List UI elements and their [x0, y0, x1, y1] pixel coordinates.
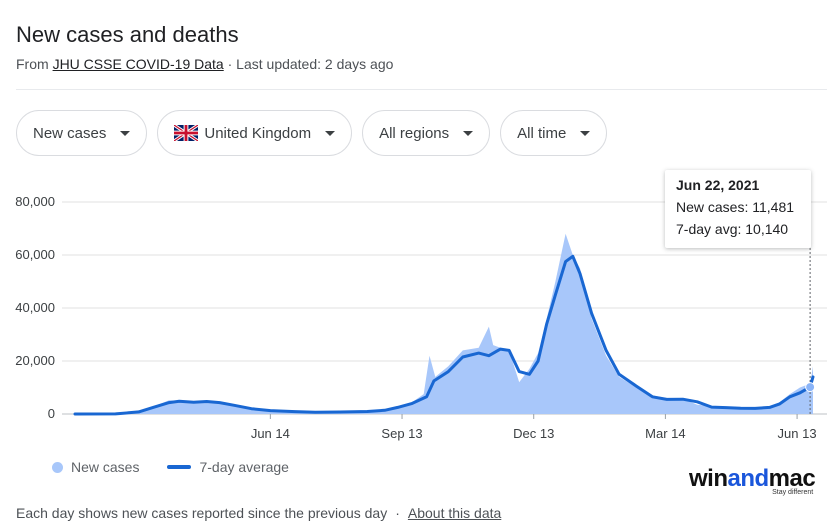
data-source-line: From JHU CSSE COVID-19 Data · Last updat…	[16, 56, 393, 72]
tooltip-avg: 7-day avg: 10,140	[676, 221, 789, 237]
watermark-pre: win	[689, 465, 728, 492]
watermark-tagline: Stay different	[772, 489, 814, 496]
watermark-mid: and	[727, 465, 770, 492]
watermark-logo: winandmac Stay different	[689, 465, 816, 496]
series-layer	[73, 233, 816, 416]
x-tick-label: Sep 13	[381, 426, 422, 441]
legend-dot-icon	[52, 461, 63, 473]
x-tick-label: Jun 13	[778, 426, 817, 441]
source-link[interactable]: JHU CSSE COVID-19 Data	[52, 56, 224, 72]
region-dropdown-label: All regions	[379, 124, 450, 142]
tooltip-date: Jun 22, 2021	[676, 177, 760, 193]
legend-new-cases: New cases	[71, 459, 140, 475]
chart-legend: New cases 7-day average	[52, 459, 289, 475]
legend-line-icon	[167, 465, 192, 469]
y-tick-label: 20,000	[15, 353, 55, 368]
cases-chart[interactable]: 0 20,000 40,000 60,000 80,000 Jun 14 Sep 13 Dec…	[0, 160, 827, 450]
source-prefix: From	[16, 56, 53, 72]
avg-line	[73, 254, 815, 416]
last-updated: · Last updated: 2 days ago	[223, 56, 394, 72]
new-cases-area	[75, 233, 813, 414]
chevron-down-icon	[463, 130, 474, 136]
footer: Each day shows new cases reported since …	[16, 505, 501, 521]
metric-dropdown[interactable]: New cases	[16, 110, 148, 156]
header-divider	[16, 89, 827, 90]
tooltip-new-cases: New cases: 11,481	[676, 199, 795, 215]
filter-bar: New cases United Kingdom All regions All…	[16, 110, 608, 156]
time-range-dropdown[interactable]: All time	[500, 110, 608, 156]
footer-separator: ·	[395, 505, 400, 521]
chart-tooltip: Jun 22, 2021 New cases: 11,481 7-day avg…	[665, 170, 811, 248]
time-range-dropdown-label: All time	[517, 124, 567, 142]
country-dropdown[interactable]: United Kingdom	[157, 110, 353, 156]
highlight-point	[805, 382, 816, 393]
legend-avg: 7-day average	[199, 459, 289, 475]
country-dropdown-label: United Kingdom	[204, 124, 312, 142]
uk-flag-icon	[174, 125, 199, 141]
y-tick-label: 80,000	[15, 194, 55, 209]
about-data-link[interactable]: About this data	[407, 505, 502, 521]
x-tick-label: Mar 14	[645, 426, 685, 441]
region-dropdown[interactable]: All regions	[362, 110, 491, 156]
chevron-down-icon	[120, 130, 131, 136]
x-tick-label: Dec 13	[513, 426, 554, 441]
axis-layer: 0 20,000 40,000 60,000 80,000 Jun 14 Sep 13 Dec…	[15, 194, 816, 441]
y-tick-label: 40,000	[15, 300, 55, 315]
footer-note: Each day shows new cases reported since …	[16, 505, 388, 521]
metric-dropdown-label: New cases	[33, 124, 107, 142]
y-tick-label: 0	[48, 406, 55, 421]
watermark-post: mac	[768, 465, 816, 492]
chevron-down-icon	[325, 130, 336, 136]
page-title: New cases and deaths	[16, 22, 239, 47]
y-tick-label: 60,000	[15, 247, 55, 262]
x-tick-label: Jun 14	[251, 426, 290, 441]
chevron-down-icon	[580, 130, 591, 136]
